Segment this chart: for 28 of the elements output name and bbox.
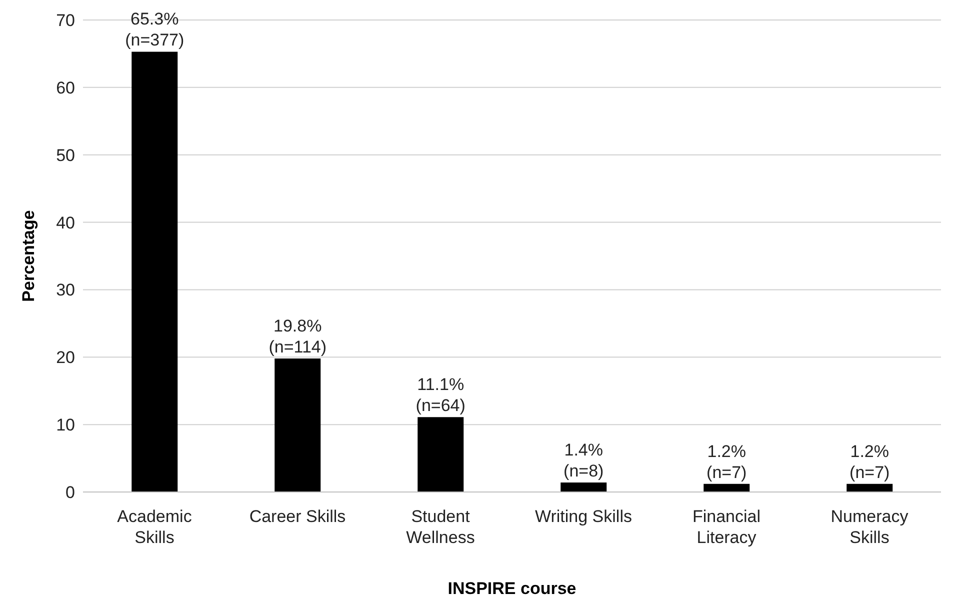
data-label: 1.2% (n=7) — [850, 442, 890, 482]
y-tick-label: 60 — [56, 78, 75, 98]
y-tick-label: 30 — [56, 280, 75, 300]
bar — [560, 482, 607, 492]
x-tick-label: Financial Literacy — [692, 507, 761, 547]
y-tick-label: 20 — [56, 348, 75, 368]
bar — [132, 52, 178, 492]
x-tick-label: Student Wellness — [406, 507, 475, 547]
y-tick-label: 0 — [66, 483, 75, 502]
y-tick-label: 40 — [56, 213, 75, 232]
y-tick-label: 70 — [56, 11, 75, 30]
x-tick-label: Academic Skills — [117, 507, 192, 547]
x-tick-label: Career Skills — [249, 507, 346, 526]
data-label: 1.2% (n=7) — [706, 442, 747, 482]
y-tick-label: 50 — [56, 146, 75, 165]
data-label: 65.3% (n=377) — [125, 10, 184, 50]
x-tick-label: Writing Skills — [535, 507, 632, 526]
x-tick-label: Numeracy Skills — [830, 507, 909, 547]
bar — [274, 358, 321, 492]
bar — [846, 484, 893, 492]
data-label: 11.1% (n=64) — [416, 375, 466, 416]
y-axis-title: Percentage — [19, 210, 38, 302]
data-label: 1.4% (n=8) — [564, 440, 604, 481]
bar — [418, 417, 464, 492]
data-label: 19.8% (n=114) — [268, 316, 327, 356]
y-tick-label: 10 — [56, 416, 75, 435]
x-axis-title: INSPIRE course — [448, 579, 576, 598]
bar — [704, 484, 750, 492]
